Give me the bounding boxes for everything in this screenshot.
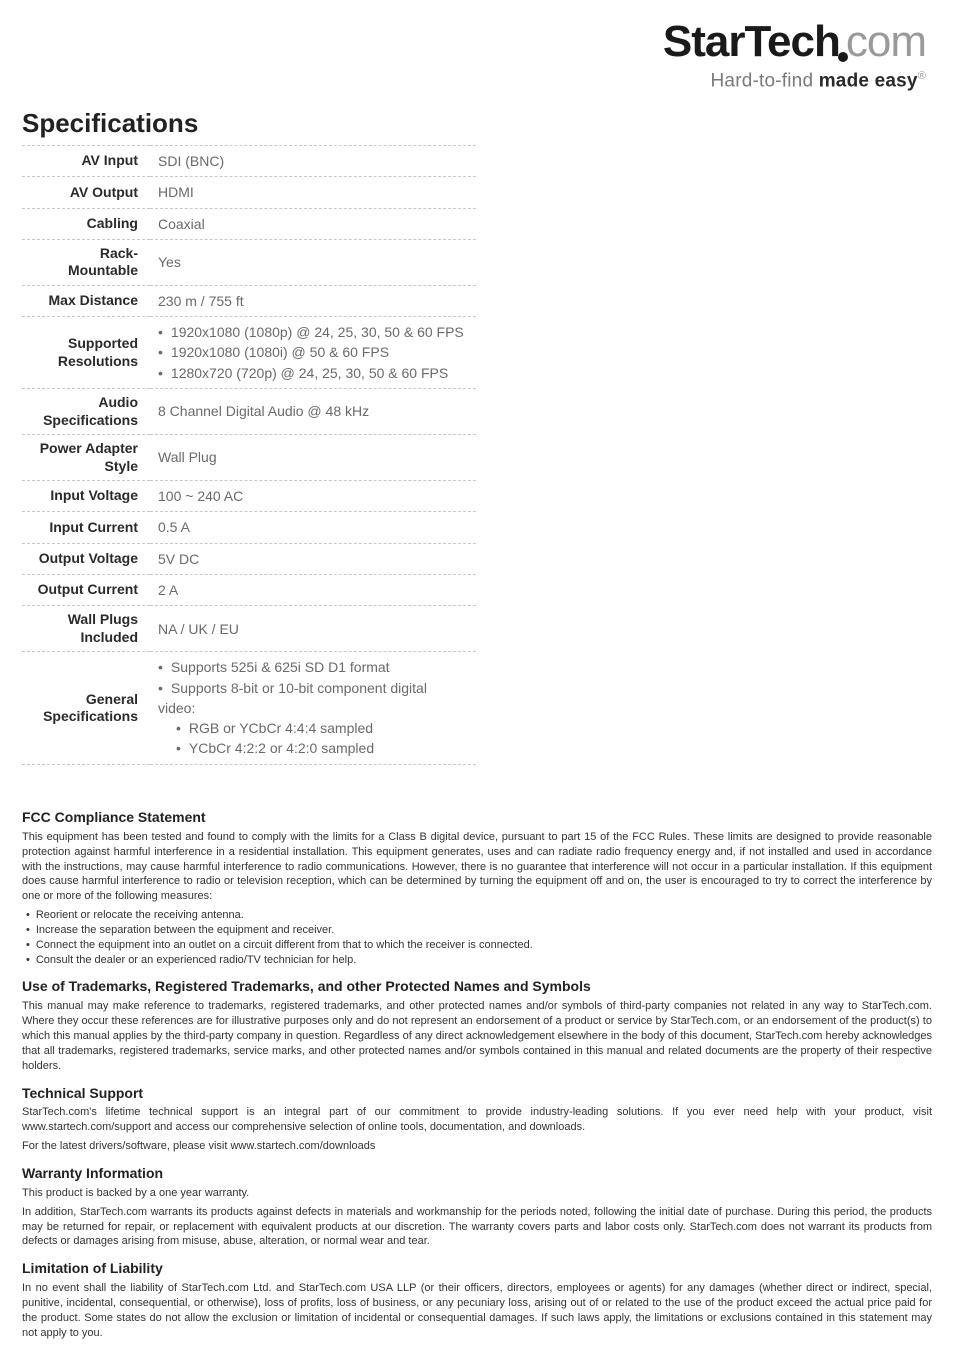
spec-value-list: 1920x1080 (1080p) @ 24, 25, 30, 50 & 60 …	[158, 322, 468, 383]
list-item: RGB or YCbCr 4:4:4 sampled	[176, 718, 468, 738]
brand-tagline: Hard-to-find made easy®	[663, 70, 926, 92]
spec-value: SDI (BNC)	[150, 146, 476, 177]
liability-body: In no event shall the liability of StarT…	[22, 1281, 932, 1340]
list-item: 1280x720 (720p) @ 24, 25, 30, 50 & 60 FP…	[158, 363, 468, 383]
legal-section: FCC Compliance Statement This equipment …	[22, 808, 932, 1345]
specifications-table: AV InputSDI (BNC)AV OutputHDMICablingCoa…	[22, 145, 476, 765]
support-body-2: For the latest drivers/software, please …	[22, 1139, 932, 1154]
warranty-body-2: In addition, StarTech.com warrants its p…	[22, 1205, 932, 1250]
table-row: Power Adapter StyleWall Plug	[22, 435, 476, 481]
spec-value: 2 A	[150, 574, 476, 605]
table-row: Rack-MountableYes	[22, 239, 476, 285]
brand-logo: StarTechcom	[663, 20, 926, 64]
spec-label: Wall Plugs Included	[22, 606, 150, 652]
support-body-1: StarTech.com's lifetime technical suppor…	[22, 1105, 932, 1135]
spec-label: Output Voltage	[22, 543, 150, 574]
fcc-bullet-list: Reorient or relocate the receiving anten…	[22, 908, 932, 967]
spec-label: Rack-Mountable	[22, 239, 150, 285]
spec-value-list: Supports 525i & 625i SD D1 formatSupport…	[158, 657, 468, 718]
table-row: Supported Resolutions 1920x1080 (1080p) @…	[22, 317, 476, 389]
list-item: Supports 8-bit or 10-bit component digit…	[158, 678, 468, 719]
spec-value: Coaxial	[150, 208, 476, 239]
warranty-body-1: This product is backed by a one year war…	[22, 1186, 932, 1201]
table-row: Input Voltage100 ~ 240 AC	[22, 481, 476, 512]
list-item: 1920x1080 (1080i) @ 50 & 60 FPS	[158, 342, 468, 362]
table-row: Wall Plugs IncludedNA / UK / EU	[22, 606, 476, 652]
spec-label: Power Adapter Style	[22, 435, 150, 481]
spec-label: Input Voltage	[22, 481, 150, 512]
spec-label: Input Current	[22, 512, 150, 543]
table-row: Input Current0.5 A	[22, 512, 476, 543]
brand-dot-icon	[838, 52, 848, 62]
spec-value: Supports 525i & 625i SD D1 formatSupport…	[150, 652, 476, 764]
spec-label: Audio Specifications	[22, 389, 150, 435]
list-item: Consult the dealer or an experienced rad…	[26, 953, 932, 968]
fcc-body: This equipment has been tested and found…	[22, 830, 932, 904]
spec-value: 1920x1080 (1080p) @ 24, 25, 30, 50 & 60 …	[150, 317, 476, 389]
list-item: Increase the separation between the equi…	[26, 923, 932, 938]
table-row: CablingCoaxial	[22, 208, 476, 239]
spec-value: 230 m / 755 ft	[150, 285, 476, 316]
table-row: Output Current2 A	[22, 574, 476, 605]
list-item: Supports 525i & 625i SD D1 format	[158, 657, 468, 677]
support-heading: Technical Support	[22, 1084, 932, 1103]
spec-label: AV Input	[22, 146, 150, 177]
spec-label: AV Output	[22, 177, 150, 208]
spec-value: Wall Plug	[150, 435, 476, 481]
table-row: Output Voltage5V DC	[22, 543, 476, 574]
spec-value: 8 Channel Digital Audio @ 48 kHz	[150, 389, 476, 435]
brand-name-bold: StarTech	[663, 17, 840, 66]
spec-value: 0.5 A	[150, 512, 476, 543]
spec-label: General Specifications	[22, 652, 150, 764]
fcc-heading: FCC Compliance Statement	[22, 808, 932, 827]
warranty-heading: Warranty Information	[22, 1164, 932, 1183]
spec-label: Output Current	[22, 574, 150, 605]
table-row: General SpecificationsSupports 525i & 62…	[22, 652, 476, 764]
page-title: Specifications	[22, 108, 932, 139]
list-item: 1920x1080 (1080p) @ 24, 25, 30, 50 & 60 …	[158, 322, 468, 342]
brand-header: StarTechcom Hard-to-find made easy®	[663, 20, 926, 92]
table-row: AV OutputHDMI	[22, 177, 476, 208]
spec-value: Yes	[150, 239, 476, 285]
spec-value: HDMI	[150, 177, 476, 208]
table-row: Audio Specifications8 Channel Digital Au…	[22, 389, 476, 435]
list-item: Connect the equipment into an outlet on …	[26, 938, 932, 953]
spec-value: 100 ~ 240 AC	[150, 481, 476, 512]
spec-label: Cabling	[22, 208, 150, 239]
table-row: AV InputSDI (BNC)	[22, 146, 476, 177]
tagline-bold: made easy	[819, 70, 918, 91]
registered-mark: ®	[918, 70, 926, 82]
trademarks-heading: Use of Trademarks, Registered Trademarks…	[22, 977, 932, 996]
tagline-pre: Hard-to-find	[711, 70, 819, 91]
list-item: YCbCr 4:2:2 or 4:2:0 sampled	[176, 738, 468, 758]
table-row: Max Distance230 m / 755 ft	[22, 285, 476, 316]
list-item: Reorient or relocate the receiving anten…	[26, 908, 932, 923]
brand-name-suffix: com	[846, 17, 926, 66]
spec-value-sublist: RGB or YCbCr 4:4:4 sampledYCbCr 4:2:2 or…	[158, 718, 468, 759]
spec-label: Supported Resolutions	[22, 317, 150, 389]
spec-label: Max Distance	[22, 285, 150, 316]
liability-heading: Limitation of Liability	[22, 1259, 932, 1278]
spec-value: 5V DC	[150, 543, 476, 574]
trademarks-body: This manual may make reference to tradem…	[22, 999, 932, 1073]
spec-value: NA / UK / EU	[150, 606, 476, 652]
